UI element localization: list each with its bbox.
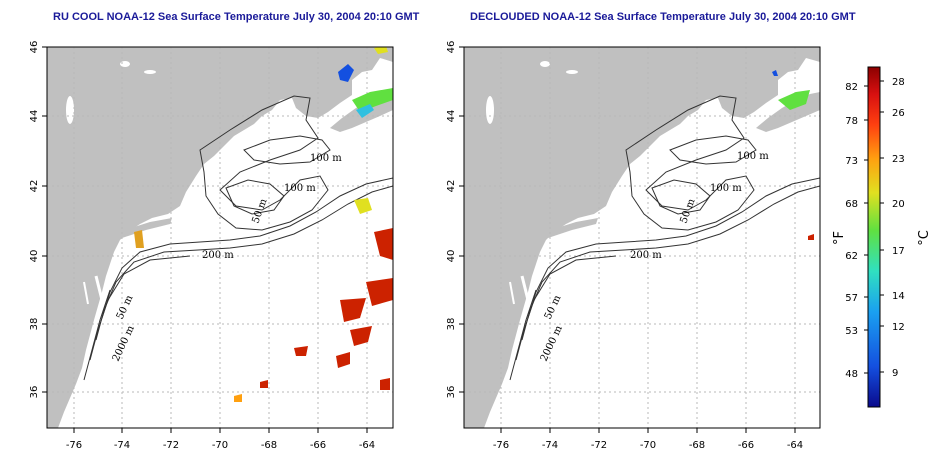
right-y-tick: 46	[446, 41, 457, 54]
left-bay	[83, 281, 89, 305]
right-y-tick: 42	[446, 180, 457, 193]
colorbar-celsius-unit: °C	[917, 230, 932, 246]
left-y-tick: 38	[29, 318, 40, 331]
colorbar-fahrenheit-tick: 57	[845, 293, 858, 304]
colorbar-fahrenheit-unit: °F	[832, 231, 847, 245]
colorbar-celsius-tick: 12	[892, 322, 905, 333]
temperature-colorbar: 82 78 73 68 62 57 53 48 28 26 23 20 17 1…	[832, 66, 932, 408]
right-lake	[486, 96, 494, 124]
left-contour-label: 200 m	[202, 250, 234, 261]
colorbar-fahrenheit-tick: 78	[845, 116, 858, 127]
sst-patch	[336, 352, 350, 368]
left-lake	[66, 96, 74, 124]
left-map-title: RU COOL NOAA-12 Sea Surface Temperature …	[53, 11, 420, 23]
right-contour-label: 100 m	[737, 151, 769, 162]
right-lake	[566, 70, 578, 74]
left-x-tick: -74	[114, 440, 130, 451]
left-x-tick: -68	[261, 440, 277, 451]
colorbar-celsius-tick: 14	[892, 291, 905, 302]
sst-patch	[366, 278, 393, 306]
sst-patch	[352, 88, 393, 112]
right-graticule	[464, 47, 820, 428]
right-contour-label: 100 m	[710, 183, 742, 194]
sst-patch	[354, 198, 372, 214]
right-sst-data	[772, 70, 814, 240]
right-bay	[520, 275, 530, 319]
left-x-tick: -64	[359, 440, 375, 451]
left-x-tick: -72	[163, 440, 179, 451]
sst-patch	[350, 326, 372, 346]
right-bay	[509, 281, 515, 305]
colorbar-gradient	[867, 66, 881, 408]
sst-patch	[380, 378, 390, 390]
colorbar-celsius-tick: 28	[892, 77, 905, 88]
left-bathymetry-contours	[83, 95, 393, 381]
sst-patch	[134, 230, 144, 248]
colorbar-fahrenheit-tick: 82	[845, 82, 858, 93]
left-x-tick: -66	[310, 440, 326, 451]
sst-patch	[374, 228, 393, 260]
right-x-tick: -76	[493, 440, 509, 451]
right-map-panel	[463, 46, 821, 429]
left-sst-data	[134, 47, 393, 402]
colorbar-fahrenheit-tick: 53	[845, 326, 858, 337]
right-x-tick: -70	[640, 440, 656, 451]
colorbar-ticks	[864, 80, 884, 374]
left-landmass	[47, 47, 393, 428]
left-y-tick: 40	[29, 250, 40, 263]
sst-patch	[772, 70, 778, 76]
sst-patch	[340, 298, 366, 322]
sst-patch	[808, 234, 814, 240]
colorbar-celsius-tick: 23	[892, 154, 905, 165]
left-y-tick: 36	[29, 386, 40, 399]
colorbar-fahrenheit-tick: 48	[845, 369, 858, 380]
left-map-panel	[46, 46, 394, 429]
right-x-tick: -74	[542, 440, 558, 451]
sst-patch	[234, 394, 242, 402]
sst-patch	[778, 90, 810, 110]
right-x-tick: -64	[787, 440, 803, 451]
left-y-tick: 46	[29, 41, 40, 54]
left-contour-label: 100 m	[310, 153, 342, 164]
colorbar-fahrenheit-tick: 73	[845, 156, 858, 167]
sst-patch	[356, 104, 374, 118]
right-x-tick: -72	[591, 440, 607, 451]
left-lake	[144, 70, 156, 74]
right-y-tick: 38	[446, 318, 457, 331]
right-bathymetry-contours	[509, 95, 820, 381]
colorbar-fahrenheit-tick: 68	[845, 199, 858, 210]
colorbar-celsius-tick: 17	[892, 246, 905, 257]
left-graticule	[47, 47, 393, 428]
right-long-island	[544, 218, 598, 238]
right-map-title: DECLOUDED NOAA-12 Sea Surface Temperatur…	[470, 11, 856, 23]
colorbar-celsius-tick: 9	[892, 368, 898, 379]
sst-patch	[294, 346, 308, 356]
right-x-tick: -68	[689, 440, 705, 451]
sst-patch	[338, 64, 354, 82]
left-contour-label: 100 m	[284, 183, 316, 194]
left-y-tick: 42	[29, 180, 40, 193]
colorbar-fahrenheit-tick: 62	[845, 251, 858, 262]
right-x-tick: -66	[738, 440, 754, 451]
right-y-tick: 44	[446, 110, 457, 123]
right-y-tick: 36	[446, 386, 457, 399]
left-y-tick: 44	[29, 110, 40, 123]
right-landmass	[464, 47, 820, 428]
sst-patch	[260, 380, 268, 388]
right-contour-label: 200 m	[630, 250, 662, 261]
axis-tick-marks	[42, 46, 796, 433]
right-map-frame	[463, 46, 821, 429]
right-lake	[540, 61, 550, 67]
left-bay	[94, 275, 104, 319]
sst-patch	[374, 47, 388, 54]
left-long-island	[118, 218, 172, 238]
left-x-tick: -76	[66, 440, 82, 451]
left-x-tick: -70	[212, 440, 228, 451]
right-y-tick: 40	[446, 250, 457, 263]
colorbar-celsius-tick: 26	[892, 108, 905, 119]
colorbar-celsius-tick: 20	[892, 199, 905, 210]
